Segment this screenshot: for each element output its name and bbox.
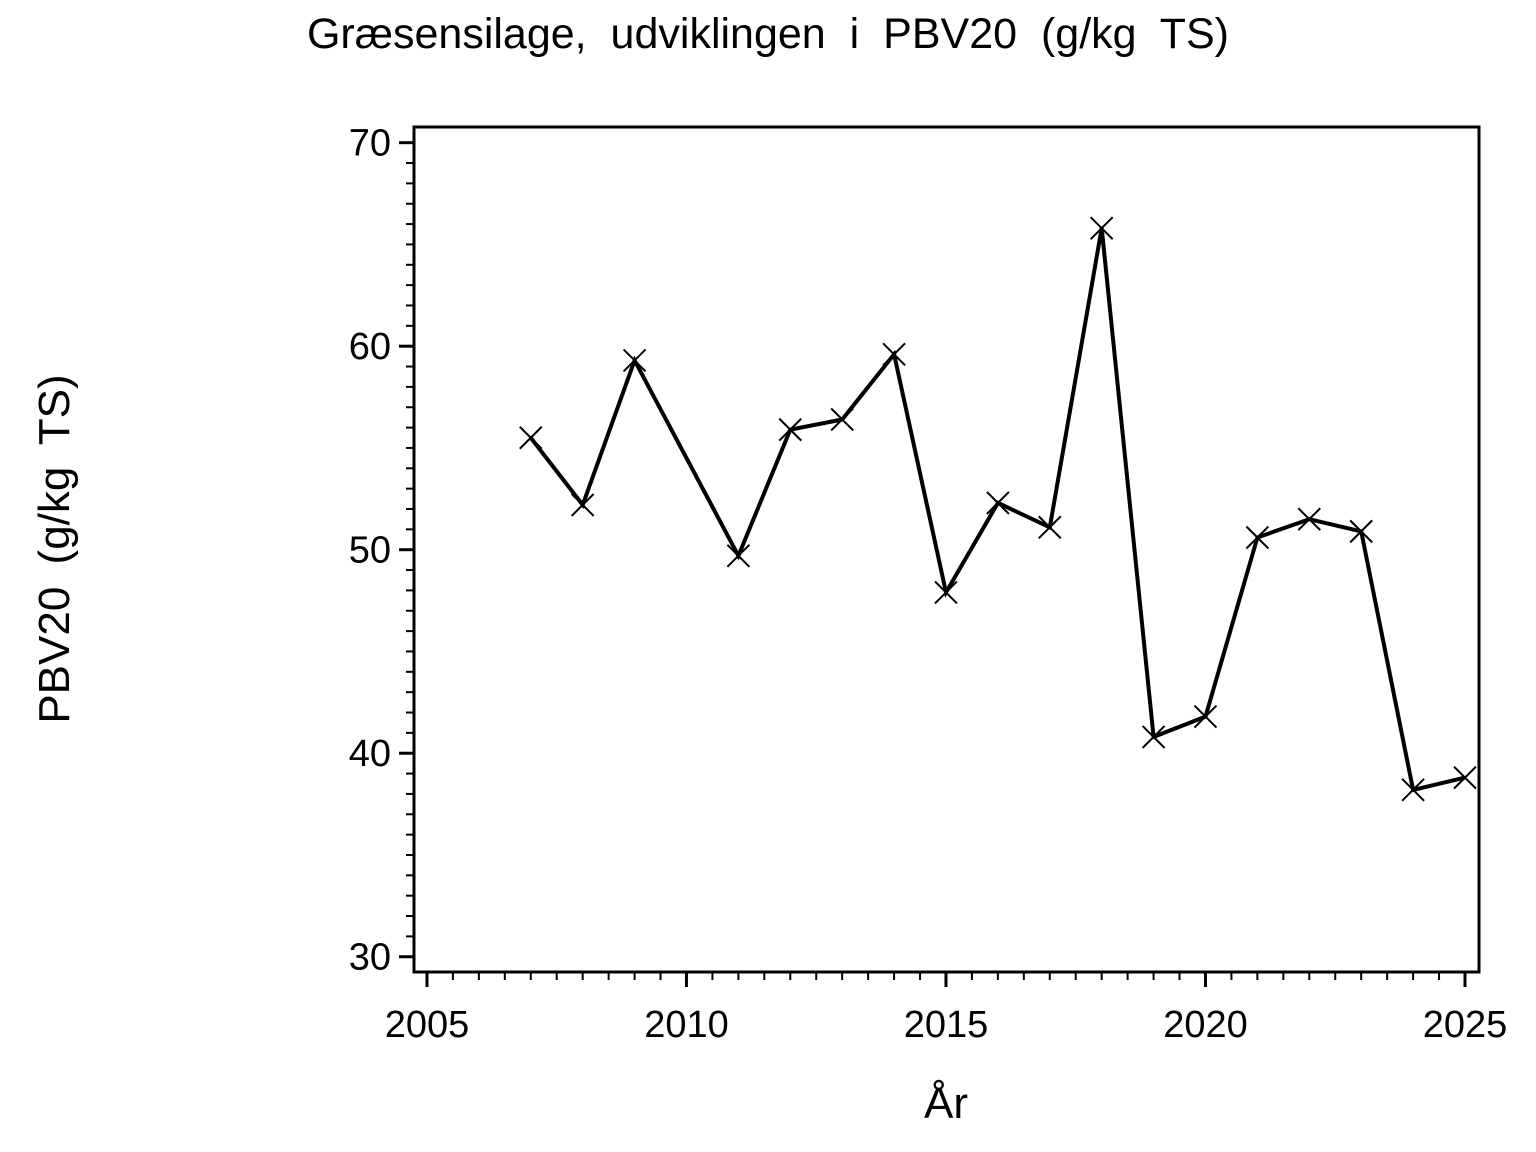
y-tick-label: 40 [349, 733, 391, 775]
data-point-marker [1401, 778, 1425, 802]
data-point-marker [519, 426, 543, 450]
y-tick-label: 70 [349, 123, 391, 165]
plot-frame [412, 125, 1481, 974]
data-point-marker [830, 407, 854, 432]
y-tick-label: 60 [349, 326, 391, 368]
data-point-marker [1245, 525, 1270, 550]
data-point-marker [1349, 519, 1373, 544]
data-point-marker [882, 342, 906, 367]
x-tick-label: 2015 [904, 1004, 989, 1046]
data-point-marker [1453, 765, 1477, 790]
data-point-marker [1038, 515, 1062, 540]
x-tick-label: 2005 [385, 1004, 470, 1046]
data-point-marker [622, 348, 647, 373]
x-tick-label: 2010 [644, 1004, 729, 1046]
data-point-marker [570, 493, 595, 517]
x-tick-label: 2020 [1163, 1004, 1248, 1046]
series-line [529, 227, 1466, 793]
data-point-marker [726, 544, 751, 568]
data-point-marker [934, 580, 958, 605]
chart-title: Græsensilage, udviklingen i PBV20 (g/kg … [306, 10, 1229, 58]
x-axis-title: År [924, 1079, 968, 1128]
data-point-marker [778, 417, 802, 442]
x-tick-label: 2025 [1423, 1004, 1508, 1046]
y-tick-label: 50 [349, 530, 391, 572]
data-point-marker [986, 491, 1010, 515]
data-point-marker [1141, 725, 1166, 749]
data-point-marker [1193, 704, 1218, 729]
data-point-marker [1297, 507, 1321, 531]
data-point-marker [1089, 216, 1114, 240]
y-tick-label: 30 [349, 937, 391, 979]
